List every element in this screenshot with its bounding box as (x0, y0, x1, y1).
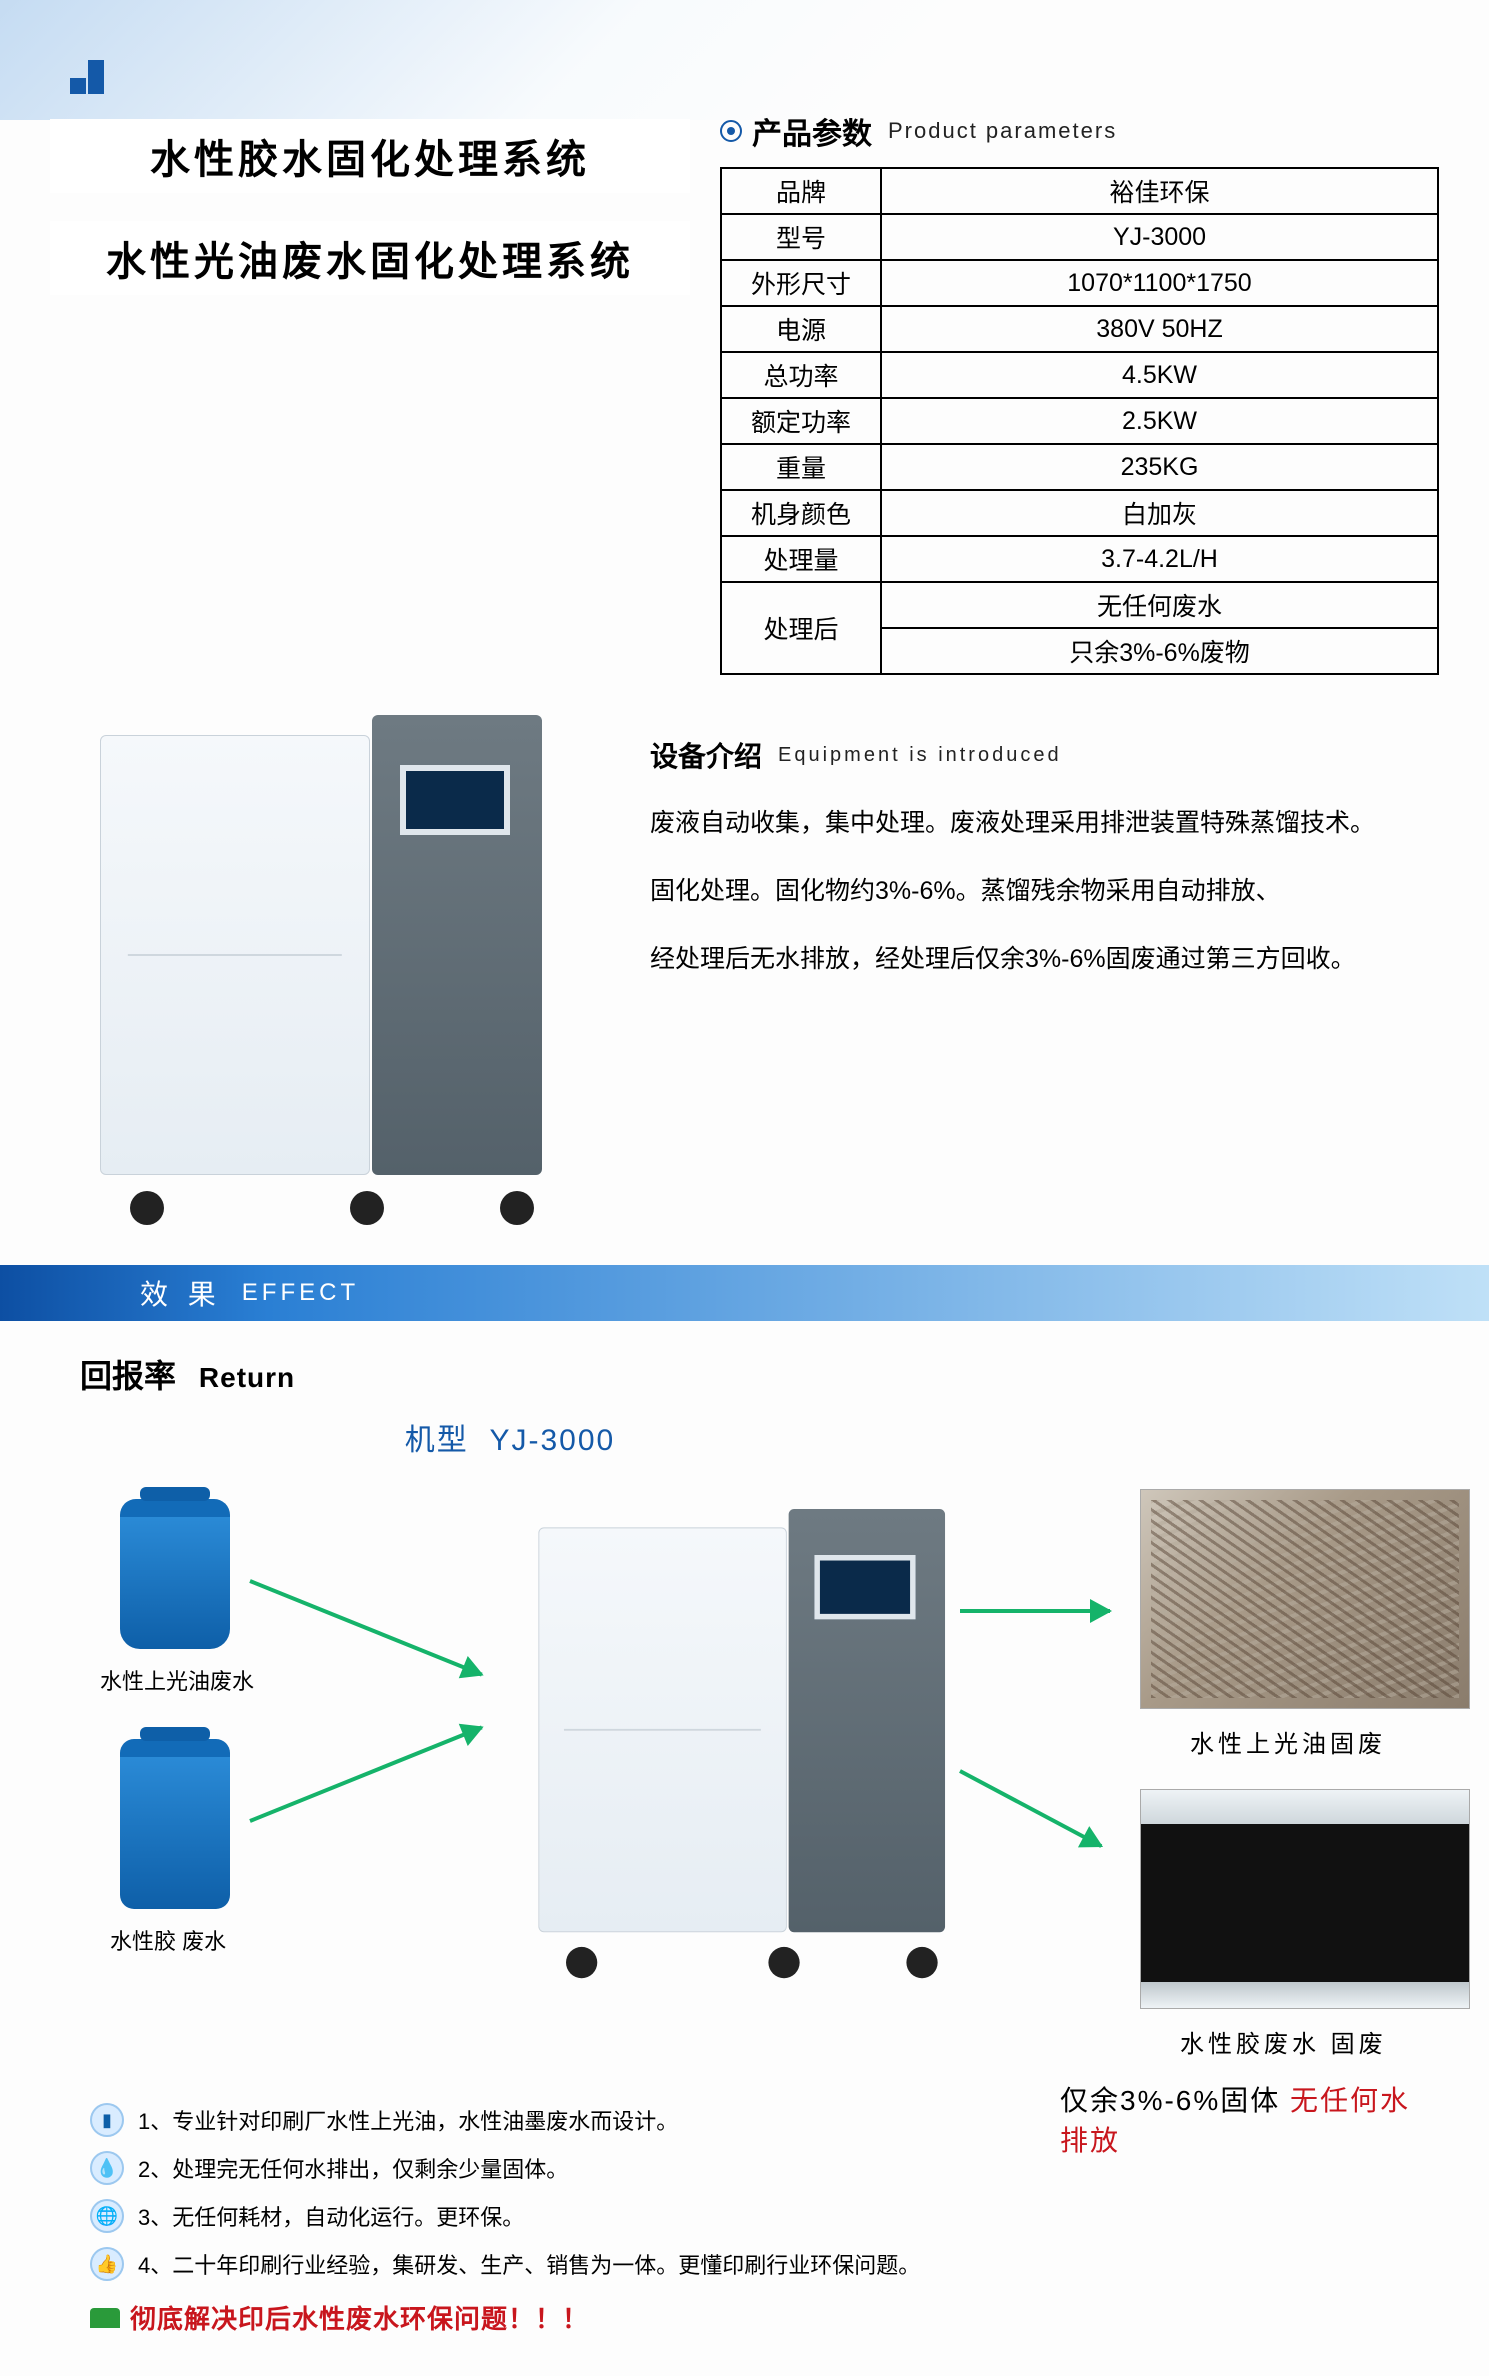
model-label: 机型 YJ-3000 (310, 1415, 710, 1459)
input-label-2: 水性胶 废水 (110, 1924, 226, 1956)
summary-line: 仅余3%-6%固体 无任何水排放 (1060, 2079, 1439, 2159)
params-title-en: Product parameters (888, 118, 1117, 144)
params-header: 产品参数 Product parameters (720, 109, 1439, 153)
params-title-cn: 产品参数 (752, 109, 872, 153)
param-row: 型号YJ-3000 (721, 214, 1438, 260)
return-cn: 回报率 (80, 1358, 176, 1394)
intro-p1: 废液自动收集，集中处理。废液处理采用排泄装置特殊蒸馏技术。 (650, 803, 1439, 843)
product-image (100, 705, 560, 1225)
param-row: 外形尺寸1070*1100*1750 (721, 260, 1438, 306)
flow-diagram: 水性上光油废水 水性胶 废水 水性上光油固废 水性胶废水 固废 仅余3%-6%固… (50, 1469, 1439, 2089)
arrow-in-1 (249, 1579, 482, 1676)
input-barrel-1 (120, 1499, 230, 1649)
feature-3: 🌐3、无任何耗材，自动化运行。更环保。 (90, 2199, 1439, 2233)
effect-cn: 效 果 (140, 1273, 222, 1313)
return-header: 回报率 Return (80, 1351, 1439, 1397)
title-line-2: 水性光油废水固化处理系统 (50, 221, 690, 295)
effect-bar: 效 果 EFFECT (0, 1265, 1489, 1321)
feature-icon: ▮ (90, 2103, 124, 2137)
title-line-1: 水性胶水固化处理系统 (50, 119, 690, 193)
intro-p2: 固化处理。固化物约3%-6%。蒸馏残余物采用自动排放、 (650, 871, 1439, 911)
intro-header: 设备介绍 Equipment is introduced (650, 735, 1439, 775)
output-label-2: 水性胶废水 固废 (1180, 2024, 1387, 2059)
param-row: 品牌裕佳环保 (721, 168, 1438, 214)
globe-icon: 🌐 (90, 2199, 124, 2233)
arrow-in-2 (249, 1725, 482, 1822)
intro-p3: 经处理后无水排放，经处理后仅余3%-6%固废通过第三方回收。 (650, 939, 1439, 979)
feature-4: 👍4、二十年印刷行业经验，集研发、生产、销售为一体。更懂印刷行业环保问题。 (90, 2247, 1439, 2281)
param-row: 额定功率2.5KW (721, 398, 1438, 444)
param-row: 总功率4.5KW (721, 352, 1438, 398)
param-row: 电源380V 50HZ (721, 306, 1438, 352)
output-waste-2 (1140, 1789, 1470, 2009)
intro-title-en: Equipment is introduced (778, 744, 1062, 767)
plant-icon (90, 2308, 120, 2328)
arrow-out-2 (959, 1769, 1102, 1848)
bullet-icon (720, 120, 742, 142)
param-row: 处理量3.7-4.2L/H (721, 536, 1438, 582)
input-barrel-2 (120, 1739, 230, 1909)
machine-center (538, 1500, 961, 1978)
droplet-icon: 💧 (90, 2151, 124, 2185)
conclusion: 彻底解决印后水性废水环保问题！！！ (90, 2299, 1439, 2336)
param-row-after: 处理后无任何废水 (721, 582, 1438, 628)
output-waste-1 (1140, 1489, 1470, 1709)
thumb-icon: 👍 (90, 2247, 124, 2281)
intro-title-cn: 设备介绍 (650, 735, 762, 775)
params-table: 品牌裕佳环保型号YJ-3000外形尺寸1070*1100*1750电源380V … (720, 167, 1439, 675)
return-en: Return (199, 1362, 295, 1393)
arrow-out-1 (960, 1609, 1110, 1613)
output-label-1: 水性上光油固废 (1190, 1724, 1386, 1759)
effect-en: EFFECT (242, 1279, 359, 1307)
brand-logo (70, 60, 104, 94)
param-row: 重量235KG (721, 444, 1438, 490)
input-label-1: 水性上光油废水 (100, 1664, 254, 1696)
param-row: 机身颜色白加灰 (721, 490, 1438, 536)
